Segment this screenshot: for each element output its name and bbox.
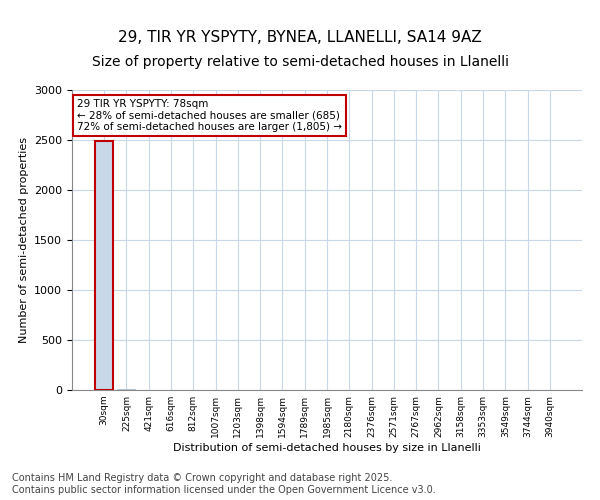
Text: Size of property relative to semi-detached houses in Llanelli: Size of property relative to semi-detach… bbox=[91, 55, 509, 69]
Y-axis label: Number of semi-detached properties: Number of semi-detached properties bbox=[19, 137, 29, 343]
Text: 29 TIR YR YSPYTY: 78sqm
← 28% of semi-detached houses are smaller (685)
72% of s: 29 TIR YR YSPYTY: 78sqm ← 28% of semi-de… bbox=[77, 99, 342, 132]
Text: Contains HM Land Registry data © Crown copyright and database right 2025.
Contai: Contains HM Land Registry data © Crown c… bbox=[12, 474, 436, 495]
Text: 29, TIR YR YSPYTY, BYNEA, LLANELLI, SA14 9AZ: 29, TIR YR YSPYTY, BYNEA, LLANELLI, SA14… bbox=[118, 30, 482, 45]
Bar bbox=[118, 389, 136, 390]
Bar bbox=[95, 141, 113, 390]
X-axis label: Distribution of semi-detached houses by size in Llanelli: Distribution of semi-detached houses by … bbox=[173, 442, 481, 452]
